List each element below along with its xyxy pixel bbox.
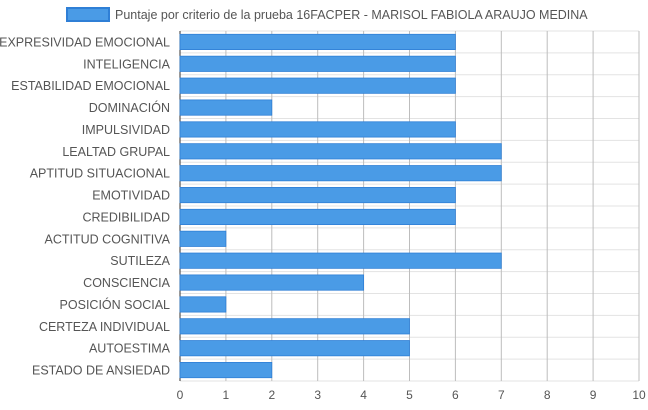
legend-label[interactable]: Puntaje por criterio de la prueba 16FACP…: [115, 8, 588, 22]
x-tick-label: 8: [544, 388, 551, 402]
bar[interactable]: [179, 55, 456, 72]
bar[interactable]: [179, 165, 502, 182]
bar[interactable]: [179, 362, 273, 379]
bar[interactable]: [179, 296, 227, 313]
x-tick-label: 10: [632, 388, 646, 402]
category-label: EMOTIVIDAD: [92, 189, 170, 203]
category-label: CERTEZA INDIVIDUAL: [39, 320, 170, 334]
category-label: CREDIBILIDAD: [82, 210, 170, 224]
x-tick-label: 5: [406, 388, 413, 402]
bars: [179, 33, 502, 379]
category-label: ESTADO DE ANSIEDAD: [32, 364, 170, 378]
x-tick-label: 2: [268, 388, 275, 402]
x-axis-ticks: 0 1 2 3 4 5 6 7 8 9 10: [177, 388, 646, 402]
category-label: APTITUD SITUACIONAL: [30, 167, 170, 181]
bar[interactable]: [179, 252, 502, 269]
bar[interactable]: [179, 230, 227, 247]
category-label: IMPULSIVIDAD: [82, 123, 170, 137]
x-tick-label: 0: [177, 388, 184, 402]
x-tick-label: 1: [223, 388, 230, 402]
x-tick-label: 6: [452, 388, 459, 402]
category-label: POSICIÓN SOCIAL: [60, 297, 170, 312]
legend[interactable]: Puntaje por criterio de la prueba 16FACP…: [66, 7, 588, 22]
bar[interactable]: [179, 121, 456, 138]
bar[interactable]: [179, 33, 456, 50]
category-label: ACTITUD COGNITIVA: [45, 232, 171, 246]
category-label: AUTOESTIMA: [89, 342, 171, 356]
x-tick-label: 3: [314, 388, 321, 402]
bar[interactable]: [179, 208, 456, 225]
category-labels: EXPRESIVIDAD EMOCIONAL INTELIGENCIA ESTABI…: [0, 35, 171, 377]
bar[interactable]: [179, 274, 365, 291]
bar[interactable]: [179, 143, 502, 160]
category-label: SUTILEZA: [110, 254, 170, 268]
category-label: EXPRESIVIDAD EMOCIONAL: [0, 35, 170, 49]
bar[interactable]: [179, 318, 410, 335]
category-label: LEALTAD GRUPAL: [62, 145, 170, 159]
category-label: CONSCIENCIA: [83, 276, 170, 290]
x-tick-label: 9: [590, 388, 597, 402]
bar[interactable]: [179, 340, 410, 357]
x-tick-label: 4: [360, 388, 367, 402]
category-label: ESTABILIDAD EMOCIONAL: [11, 79, 170, 93]
legend-swatch[interactable]: [66, 7, 110, 22]
x-tick-label: 7: [498, 388, 505, 402]
bar[interactable]: [179, 99, 273, 116]
category-label: DOMINACIÓN: [89, 100, 170, 115]
bar[interactable]: [179, 187, 456, 204]
bar[interactable]: [179, 77, 456, 94]
category-label: INTELIGENCIA: [83, 57, 170, 71]
